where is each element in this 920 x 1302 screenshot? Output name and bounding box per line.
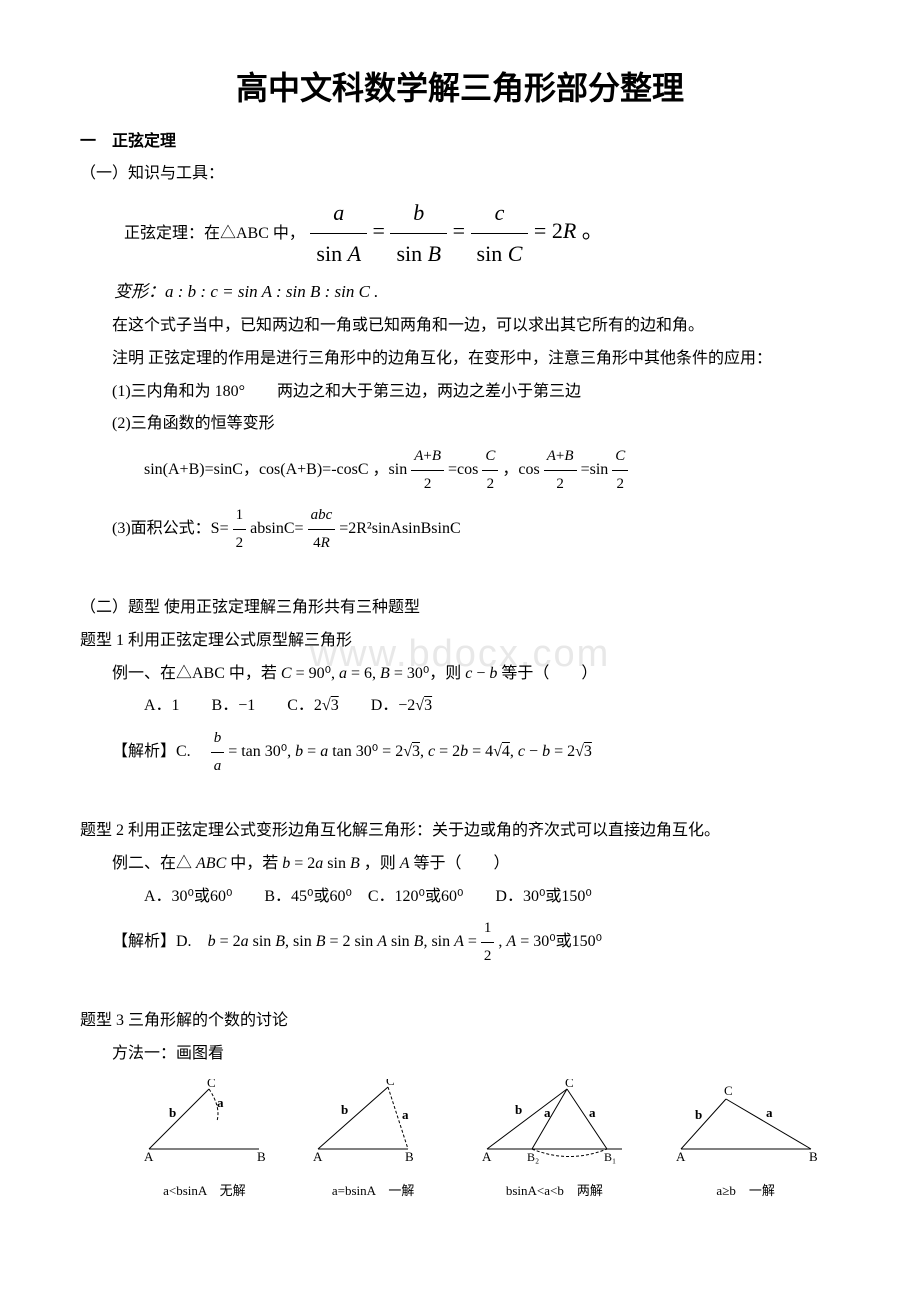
type-1-head: 题型 1 利用正弦定理公式原型解三角形 bbox=[80, 627, 840, 656]
svg-text:A: A bbox=[676, 1149, 686, 1164]
svg-text:a: a bbox=[589, 1105, 596, 1120]
item-3: (3)面积公式：S= 1 2 absinC= abc 4R =2R²sinAsi… bbox=[112, 502, 840, 557]
svg-text:C: C bbox=[386, 1079, 395, 1088]
svg-text:C: C bbox=[565, 1079, 574, 1090]
diagram-3: A B₂ B₁ C b a a bsinA<a<b 两解 bbox=[477, 1079, 632, 1202]
subsection-1-1: （一）知识与工具： bbox=[80, 160, 840, 189]
example-2-solution: 【解析】D. b = 2a sin B, sin B = 2 sin A sin… bbox=[112, 915, 840, 970]
note-2: 注明 正弦定理的作用是进行三角形中的边角互化，在变形中，注意三角形中其他条件的应… bbox=[112, 345, 840, 374]
diagram-1-caption: a<bsinA 无解 bbox=[139, 1179, 269, 1202]
svg-text:B: B bbox=[809, 1149, 818, 1164]
svg-text:a: a bbox=[544, 1105, 551, 1120]
item-2-formula: sin(A+B)=sinC，cos(A+B)=-cosC ，sin A+B 2 … bbox=[144, 443, 840, 498]
svg-text:a: a bbox=[217, 1095, 224, 1110]
type-2-head: 题型 2 利用正弦定理公式变形边角互化解三角形：关于边或角的齐次式可以直接边角互… bbox=[80, 817, 840, 846]
triangle-diagrams: A B C b a a<bsinA 无解 A B C b a a=bsinA 一… bbox=[120, 1079, 840, 1202]
diagram-1: A B C b a a<bsinA 无解 bbox=[139, 1079, 269, 1202]
svg-text:a: a bbox=[766, 1105, 773, 1120]
law-prefix: 正弦定理：在△ABC 中， bbox=[124, 225, 305, 242]
svg-text:A: A bbox=[144, 1149, 154, 1164]
svg-text:a: a bbox=[402, 1107, 409, 1122]
svg-text:b: b bbox=[695, 1107, 702, 1122]
svg-text:B₂: B₂ bbox=[527, 1150, 539, 1164]
section-1-head: 一 正弦定理 bbox=[80, 128, 840, 157]
triangle-svg-3: A B₂ B₁ C b a a bbox=[477, 1079, 632, 1164]
diagram-3-caption: bsinA<a<b 两解 bbox=[477, 1179, 632, 1202]
example-1: 例一、在△ABC 中，若 C = 90⁰, a = 6, B = 30⁰，则 c… bbox=[112, 660, 840, 689]
example-1-options: A．1 B．−1 C．2√3 D．−2√3 bbox=[144, 692, 840, 721]
svg-text:B: B bbox=[405, 1149, 414, 1164]
svg-text:b: b bbox=[341, 1102, 348, 1117]
diagram-4-caption: a≥b 一解 bbox=[671, 1179, 821, 1202]
diagram-4: A B C b a a≥b 一解 bbox=[671, 1079, 821, 1202]
diagram-2-caption: a=bsinA 一解 bbox=[308, 1179, 438, 1202]
svg-text:b: b bbox=[169, 1105, 176, 1120]
example-2-options: A．30⁰或60⁰ B．45⁰或60⁰ C．120⁰或60⁰ D．30⁰或150… bbox=[144, 883, 840, 912]
svg-text:C: C bbox=[207, 1079, 216, 1090]
svg-text:b: b bbox=[515, 1102, 522, 1117]
document-title: 高中文科数学解三角形部分整理 bbox=[80, 60, 840, 118]
subsection-2-head: （二）题型 使用正弦定理解三角形共有三种题型 bbox=[80, 594, 840, 623]
triangle-svg-2: A B C b a bbox=[308, 1079, 438, 1164]
method-1: 方法一：画图看 bbox=[112, 1040, 840, 1069]
svg-text:C: C bbox=[724, 1083, 733, 1098]
example-2: 例二、在△ ABC 中，若 b = 2a sin B ，则 A 等于（ ） bbox=[112, 850, 840, 879]
item-2: (2)三角函数的恒等变形 bbox=[112, 410, 840, 439]
svg-text:A: A bbox=[313, 1149, 323, 1164]
law-of-sines: 正弦定理：在△ABC 中， a sin A = b sin B = c sin … bbox=[124, 193, 840, 273]
diagram-2: A B C b a a=bsinA 一解 bbox=[308, 1079, 438, 1202]
note-1: 在这个式子当中，已知两边和一角或已知两角和一边，可以求出其它所有的边和角。 bbox=[112, 312, 840, 341]
svg-text:A: A bbox=[482, 1149, 492, 1164]
variant-formula: 变形：a : b : c = sin A : sin B : sin C . bbox=[114, 277, 840, 308]
item-1: (1)三内角和为 180° 两边之和大于第三边，两边之差小于第三边 bbox=[112, 378, 840, 407]
svg-text:B₁: B₁ bbox=[604, 1150, 616, 1164]
triangle-svg-4: A B C b a bbox=[671, 1079, 821, 1164]
type-3-head: 题型 3 三角形解的个数的讨论 bbox=[80, 1007, 840, 1036]
svg-text:B: B bbox=[257, 1149, 266, 1164]
triangle-svg-1: A B C b a bbox=[139, 1079, 269, 1164]
example-1-solution: 【解析】C. b a = tan 30⁰, b = a tan 30⁰ = 2√… bbox=[112, 725, 840, 780]
